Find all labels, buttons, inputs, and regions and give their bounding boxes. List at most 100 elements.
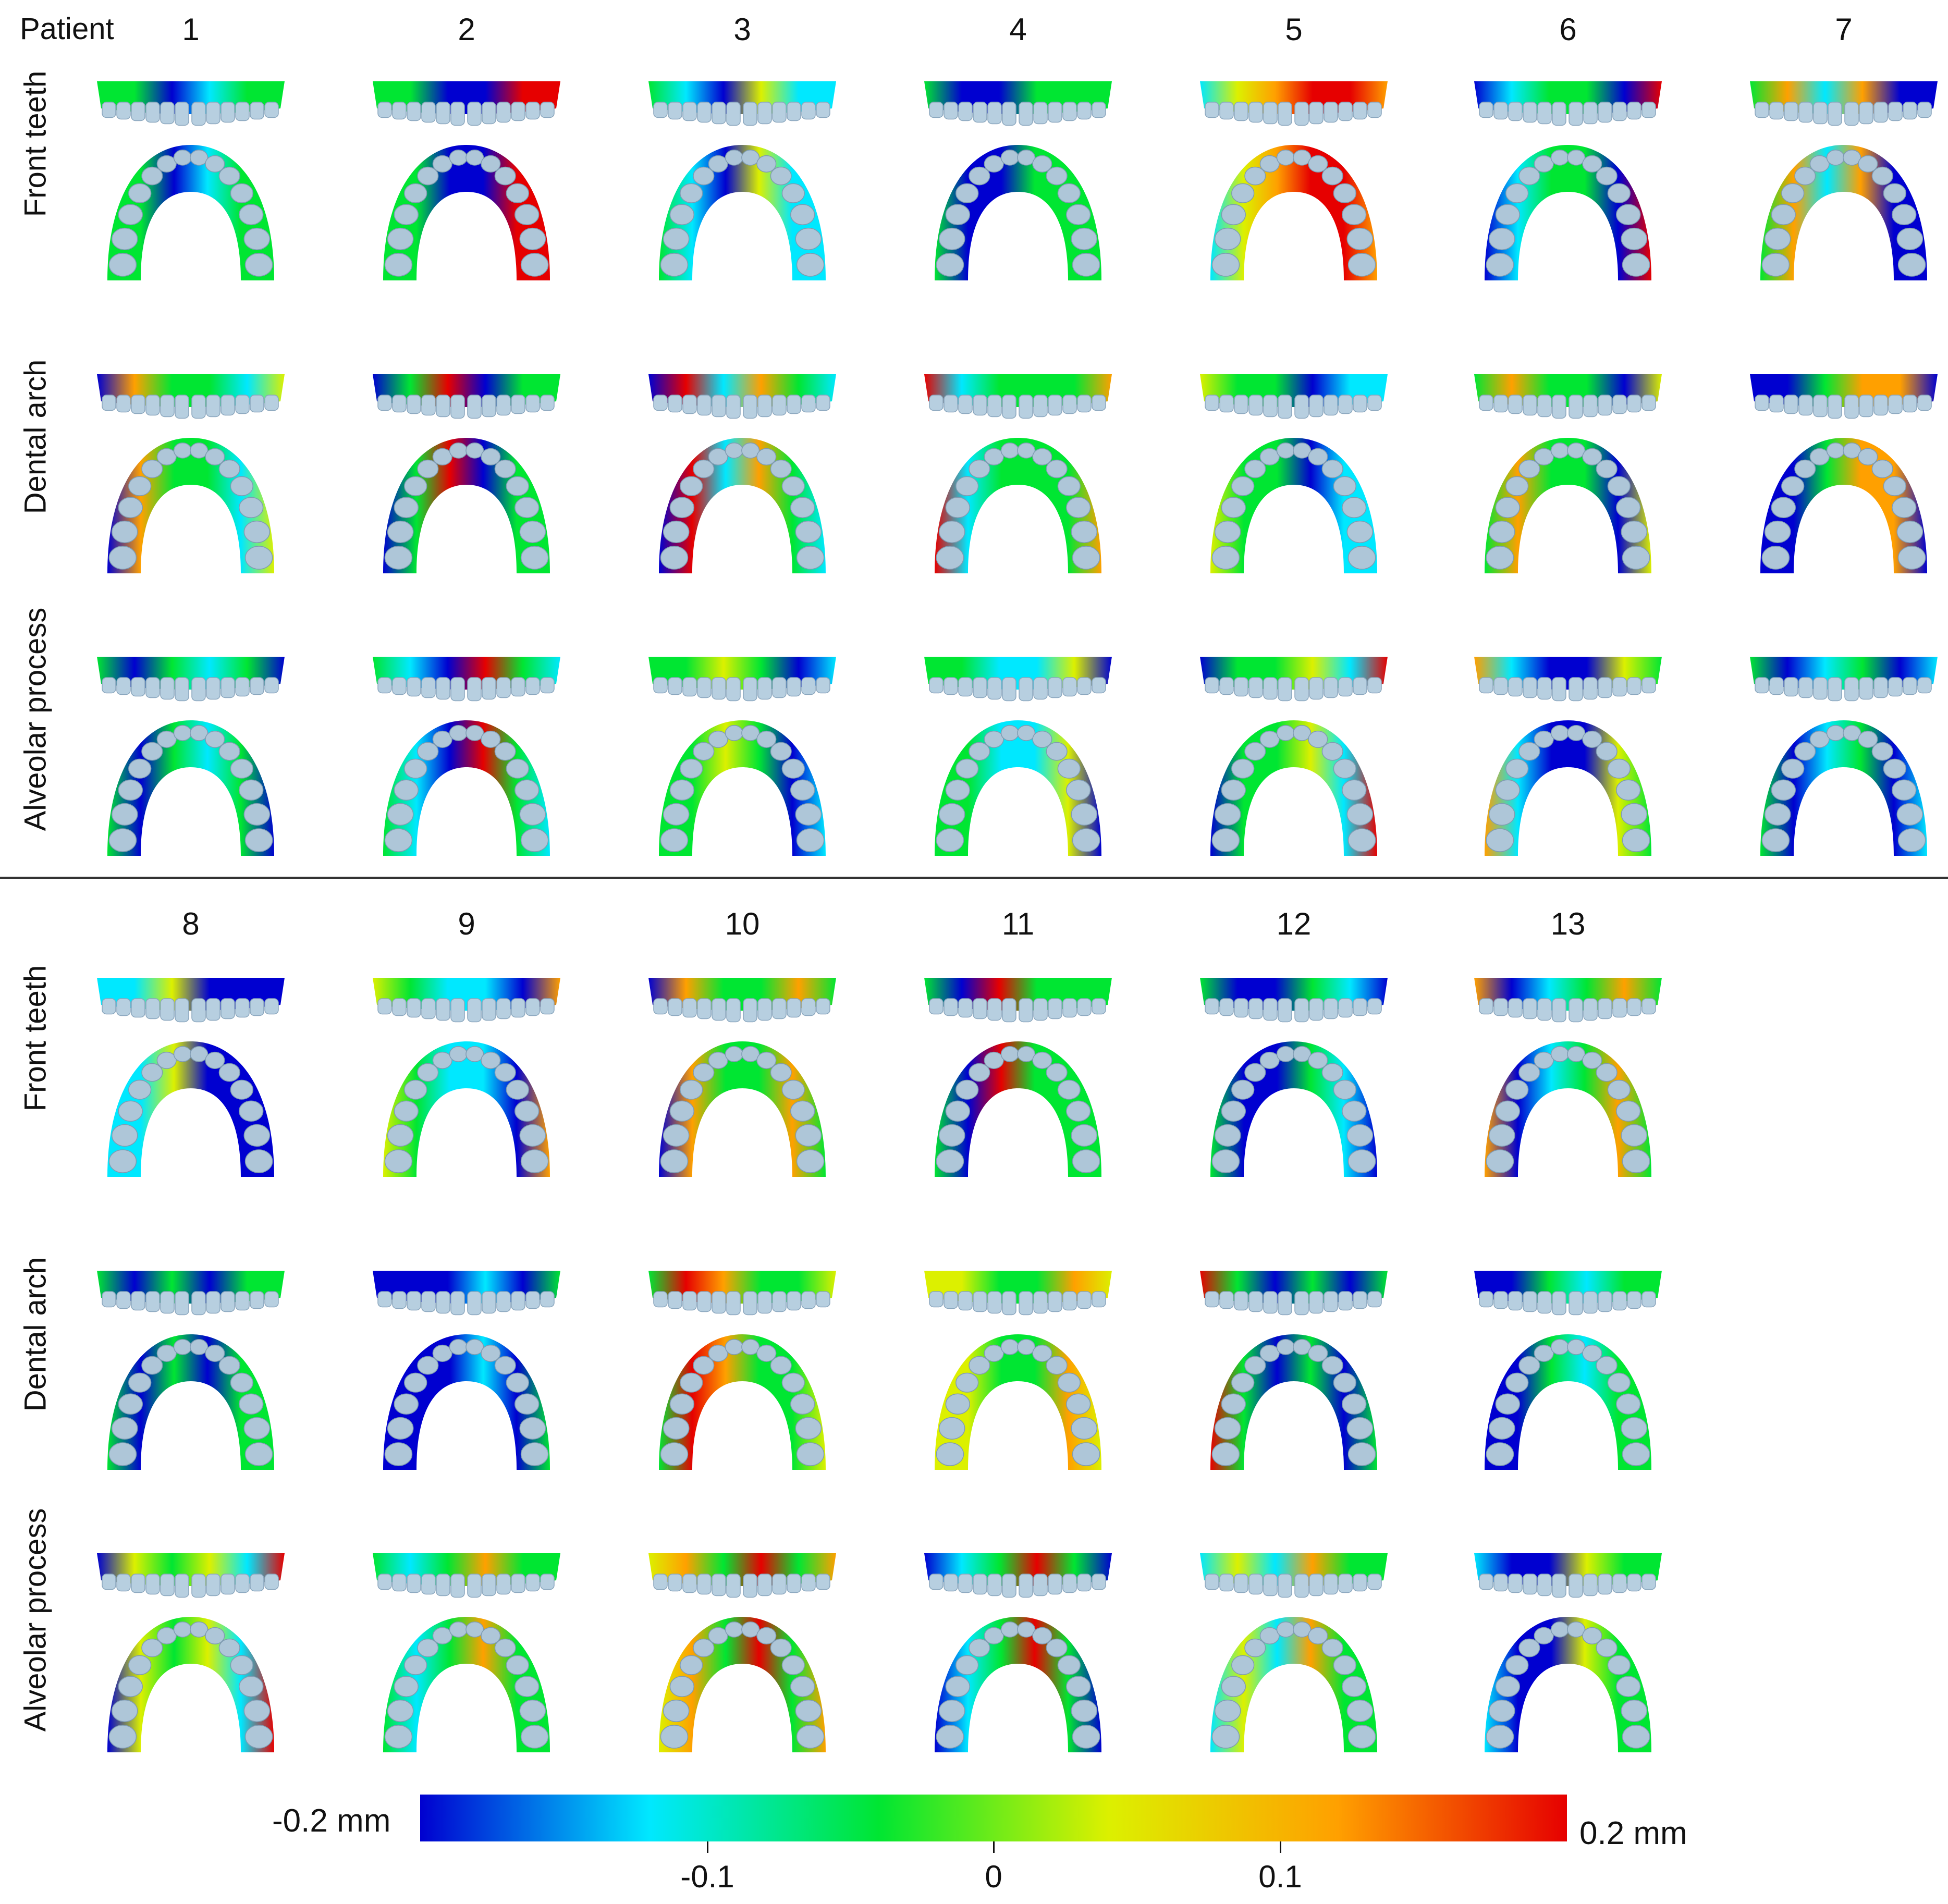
tooth xyxy=(1002,677,1016,702)
tooth xyxy=(1493,677,1508,695)
tooth xyxy=(945,204,970,226)
tooth xyxy=(1583,677,1598,700)
tooth xyxy=(816,1574,830,1590)
tooth xyxy=(190,443,209,459)
tooth xyxy=(432,730,452,748)
tooth xyxy=(230,476,253,496)
tooth xyxy=(1276,1339,1295,1355)
tooth xyxy=(1755,677,1769,694)
tooth xyxy=(816,998,830,1015)
tooth xyxy=(1294,677,1309,702)
tooth xyxy=(131,102,145,121)
scan-thumbnail xyxy=(914,1544,1122,1758)
tooth xyxy=(1321,742,1343,761)
tooth xyxy=(108,1725,137,1749)
tooth xyxy=(511,677,525,697)
tooth xyxy=(1505,1372,1529,1393)
tooth xyxy=(145,998,160,1019)
tooth xyxy=(220,1574,235,1595)
tooth xyxy=(1641,395,1656,411)
tooth xyxy=(680,758,703,779)
tooth xyxy=(757,1291,772,1314)
tooth xyxy=(1616,497,1641,519)
tooth xyxy=(220,677,235,698)
scan-thumbnail xyxy=(1464,1544,1672,1758)
tooth xyxy=(1057,183,1081,203)
tooth xyxy=(1809,448,1830,465)
tooth xyxy=(102,395,116,411)
tooth xyxy=(1221,1100,1246,1122)
tooth xyxy=(1293,1622,1312,1638)
tooth xyxy=(1505,183,1529,203)
tooth xyxy=(520,1149,549,1173)
tooth xyxy=(984,448,1004,465)
tooth xyxy=(682,102,697,121)
tooth xyxy=(392,102,407,120)
tooth xyxy=(1046,459,1068,478)
tooth xyxy=(494,459,516,478)
tooth xyxy=(1002,1291,1016,1316)
tooth xyxy=(145,102,160,123)
tooth xyxy=(1596,742,1618,761)
tooth xyxy=(1917,395,1932,411)
tooth xyxy=(128,1655,152,1675)
tooth xyxy=(712,1574,726,1596)
tooth xyxy=(128,758,152,779)
tooth xyxy=(387,520,414,543)
tooth xyxy=(407,998,421,1018)
tooth xyxy=(929,395,944,411)
tooth xyxy=(128,183,152,203)
tooth xyxy=(449,150,468,166)
tooth xyxy=(1046,1638,1068,1657)
tooth xyxy=(1338,1574,1353,1593)
tooth xyxy=(264,1574,279,1590)
tooth xyxy=(1641,1291,1656,1308)
tooth xyxy=(1048,1291,1062,1312)
tooth xyxy=(726,998,741,1023)
tooth xyxy=(205,730,225,748)
tooth xyxy=(173,1622,192,1638)
tooth xyxy=(781,1655,805,1675)
tooth xyxy=(1338,102,1353,121)
tooth xyxy=(1077,1574,1092,1592)
tooth xyxy=(1616,1100,1641,1122)
tooth xyxy=(1794,459,1816,478)
tooth xyxy=(1347,253,1376,277)
tooth xyxy=(1569,677,1583,702)
patient-number: 5 xyxy=(1285,12,1303,47)
tooth xyxy=(1219,998,1234,1016)
tooth xyxy=(243,1417,271,1440)
tooth xyxy=(465,725,484,741)
tooth xyxy=(1569,395,1583,419)
tooth xyxy=(757,1574,772,1596)
tooth xyxy=(118,204,143,226)
tooth xyxy=(156,448,177,465)
tooth xyxy=(394,1676,419,1698)
tooth xyxy=(525,395,540,413)
tooth xyxy=(969,742,990,761)
tooth xyxy=(1550,150,1569,166)
tooth xyxy=(1347,1442,1376,1466)
tooth xyxy=(467,998,482,1023)
tooth xyxy=(1495,779,1520,801)
tooth xyxy=(250,998,264,1016)
tooth xyxy=(1221,779,1246,801)
tooth xyxy=(1231,1372,1255,1393)
tooth xyxy=(145,1574,160,1595)
tooth xyxy=(1761,253,1790,277)
tooth xyxy=(506,183,529,203)
tooth xyxy=(1764,227,1791,250)
tooth xyxy=(1826,725,1845,741)
tooth xyxy=(1873,395,1888,416)
tooth xyxy=(1231,1079,1255,1100)
tooth xyxy=(787,395,801,414)
tooth xyxy=(377,102,392,118)
tooth xyxy=(1622,828,1650,852)
tooth xyxy=(1367,1291,1382,1308)
tooth xyxy=(116,677,131,695)
tooth xyxy=(741,1046,760,1062)
tooth xyxy=(1346,803,1374,826)
tooth xyxy=(712,677,726,700)
tooth xyxy=(1308,1627,1328,1644)
tooth xyxy=(1205,1574,1219,1590)
